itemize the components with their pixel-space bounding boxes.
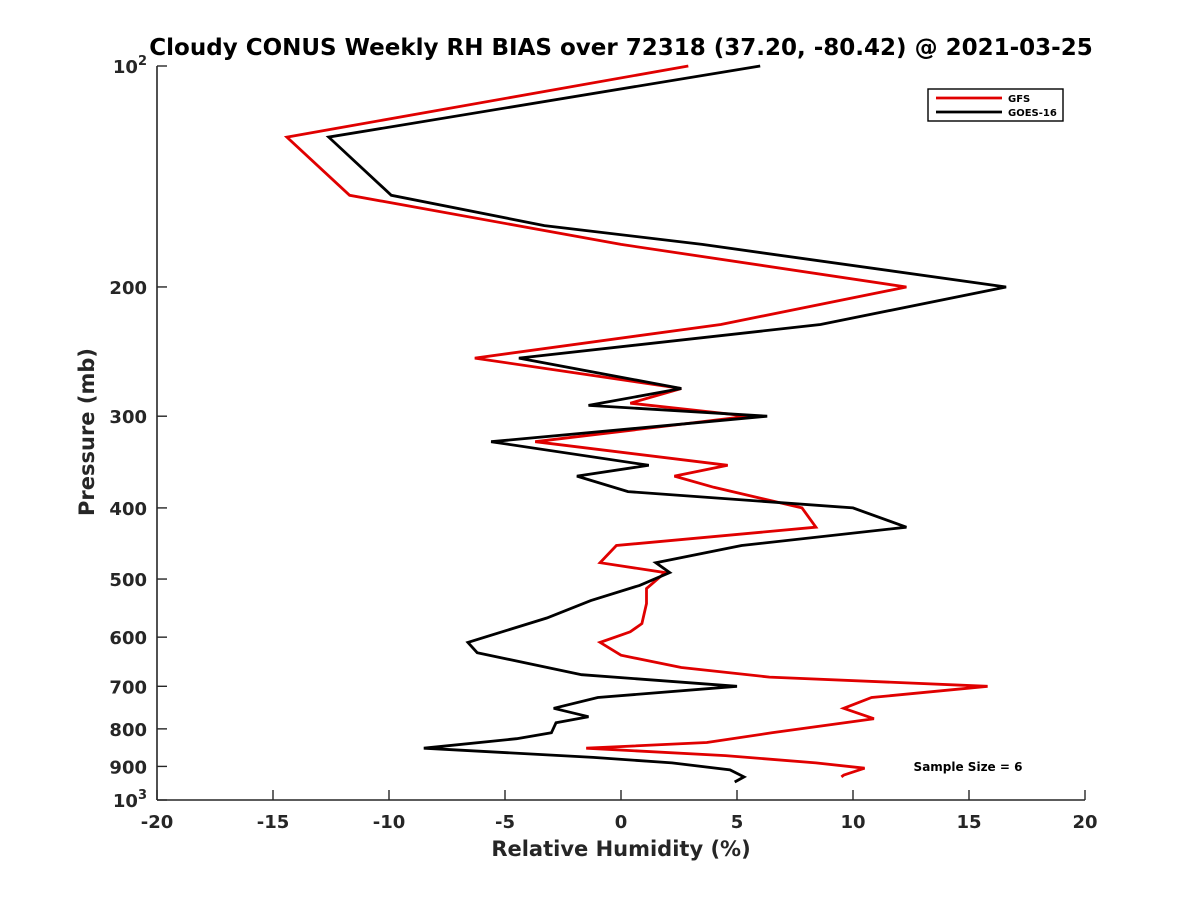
series-line-goes-16 <box>325 64 1007 784</box>
y-tick-label: 600 <box>109 628 147 649</box>
chart-title: Cloudy CONUS Weekly RH BIAS over 72318 (… <box>149 35 1092 61</box>
x-tick-label: -10 <box>373 812 406 833</box>
ticks-layer: -20 -15 -10 -5 0 5 10 15 20 102 200 300 400 500 600 700… <box>109 54 1097 833</box>
y-tick-label: 200 <box>109 278 147 299</box>
x-tick-label: 10 <box>840 812 865 833</box>
x-tick-label: 20 <box>1072 812 1097 833</box>
x-axis-label: Relative Humidity (%) <box>491 837 750 861</box>
y-axis-label: Pressure (mb) <box>75 348 99 516</box>
x-tick-label: -15 <box>257 812 290 833</box>
series-layer <box>283 64 1007 784</box>
legend-box <box>927 88 1064 122</box>
x-tick-label: 5 <box>731 812 744 833</box>
y-tick-label: 500 <box>109 570 147 591</box>
y-tick-label: 800 <box>109 720 147 741</box>
y-tick-label: 102 <box>113 54 147 78</box>
x-tick-label: 15 <box>956 812 981 833</box>
y-tick-label: 400 <box>109 499 147 520</box>
y-tick-label: 700 <box>109 677 147 698</box>
legend: GFS GOES-16 <box>927 88 1064 122</box>
y-tick-label: 103 <box>113 788 147 812</box>
y-tick-label: 900 <box>109 757 147 778</box>
x-tick-label: -5 <box>495 812 515 833</box>
legend-label: GFS <box>1008 94 1030 105</box>
series-line-gfs <box>283 64 988 779</box>
sample-size-annotation: Sample Size = 6 <box>914 760 1023 774</box>
y-tick-label: 300 <box>109 407 147 428</box>
x-tick-label: 0 <box>615 812 628 833</box>
x-tick-label: -20 <box>141 812 174 833</box>
legend-label: GOES-16 <box>1008 108 1057 119</box>
